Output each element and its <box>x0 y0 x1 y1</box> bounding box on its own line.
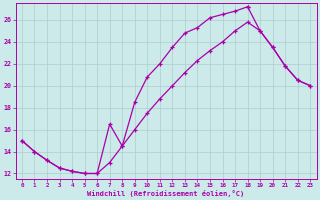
X-axis label: Windchill (Refroidissement éolien,°C): Windchill (Refroidissement éolien,°C) <box>87 190 245 197</box>
